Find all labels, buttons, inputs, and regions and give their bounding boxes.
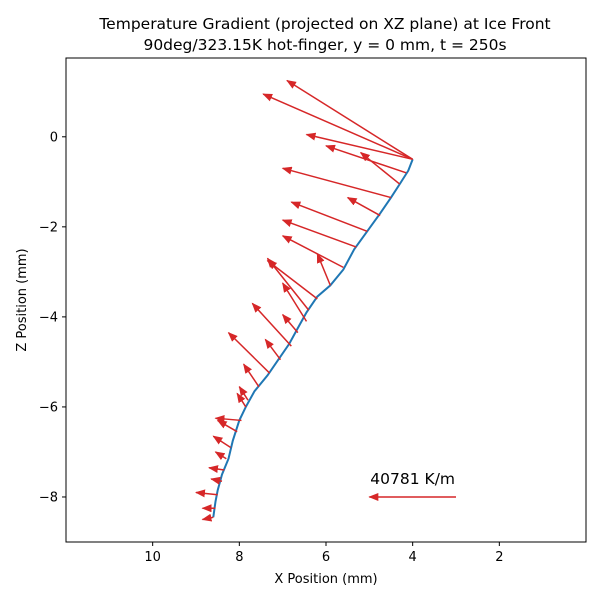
gradient-arrow-14	[282, 282, 308, 322]
gradient-arrow-2	[262, 93, 413, 160]
gradient-arrow-26	[208, 465, 225, 473]
gradient-arrow-24	[212, 435, 232, 449]
y-tick-label: −4	[39, 310, 58, 325]
gradient-arrow-8	[290, 201, 368, 233]
gradient-arrow-30	[201, 513, 214, 522]
y-axis-label: Z Position (mm)	[15, 248, 30, 351]
gradient-arrow-5	[359, 151, 401, 185]
x-tick-label: 10	[144, 550, 161, 565]
gradient-arrow-1	[286, 79, 414, 160]
chart-title-line1: Temperature Gradient (projected on XZ pl…	[98, 15, 550, 33]
gradient-arrow-22	[214, 414, 242, 423]
y-tick-label: −2	[39, 220, 58, 235]
gradient-arrow-21	[236, 392, 247, 408]
gradient-arrow-9	[281, 219, 357, 248]
y-tick-label: 0	[50, 130, 58, 145]
gradient-arrow-28	[195, 489, 218, 498]
reference-arrow-label: 40781 K/m	[370, 470, 455, 488]
gradient-arrow-17	[264, 338, 282, 361]
gradient-arrow-15	[282, 313, 299, 334]
gradient-arrow-10	[281, 235, 344, 269]
x-tick-label: 2	[495, 550, 503, 565]
ice-front-line	[212, 158, 414, 518]
gradient-arrow-27	[210, 476, 223, 485]
gradient-arrow-25	[214, 451, 227, 461]
gradient-arrow-11	[316, 252, 332, 286]
chart-title-line2: 90deg/323.15K hot-finger, y = 0 mm, t = …	[143, 36, 506, 54]
plot-area	[65, 57, 587, 543]
gradient-arrow-19	[243, 363, 260, 388]
gradient-arrow-18	[227, 331, 271, 374]
gradient-arrow-3	[305, 132, 413, 161]
y-tick-label: −6	[39, 400, 58, 415]
gradient-arrow-7	[346, 196, 381, 217]
x-tick-label: 8	[235, 550, 243, 565]
x-axis-label: X Position (mm)	[274, 572, 377, 587]
gradient-arrow-23	[216, 419, 238, 433]
x-tick-label: 4	[409, 550, 417, 565]
gradient-arrow-6	[281, 166, 392, 199]
y-tick-label: −8	[39, 490, 58, 505]
x-tick-label: 6	[322, 550, 330, 565]
gradient-arrow-16	[251, 302, 292, 347]
